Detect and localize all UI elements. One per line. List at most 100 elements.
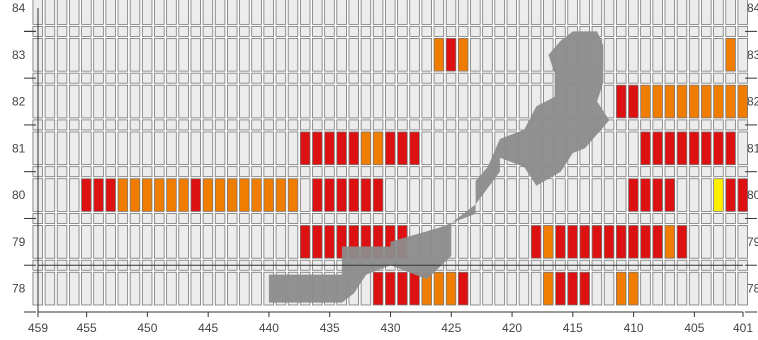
cell-81-454 [93,131,104,166]
cell-84-439 [275,0,287,25]
cell-79-440 [263,225,274,259]
cell-78-458 [44,271,56,306]
sep-cell-83-444 [214,72,226,84]
cell-79-419 [518,225,530,259]
cell-80-442 [239,178,250,212]
cell-83-453 [105,38,116,72]
cell-80-404 [701,178,712,212]
cell-80-456 [68,178,80,212]
sep-cell-81-411 [615,166,627,178]
cell-80-413 [591,178,603,212]
cell-81-444 [214,131,226,166]
cell-83-408 [652,38,663,72]
sep-cell-80-415 [567,213,578,224]
cell-84-419 [518,0,530,25]
sep-cell-84-425 [445,25,457,37]
cell-83-422 [482,38,493,72]
sep-cell-82-452 [117,119,129,131]
sep-cell-84-433 [348,25,360,37]
cell-79-443 [227,225,238,259]
cell-80-451 [129,178,141,212]
cell-79-455 [81,225,92,259]
cell-79-402 [725,225,736,259]
sep-cell-81-430 [385,166,396,178]
cell-84-437 [299,0,311,25]
sep-cell-80-433 [348,213,360,224]
sep-cell-83-441 [251,72,262,84]
cell-82-442 [239,84,250,119]
sep-cell-81-431 [372,166,384,178]
cell-79-434 [336,225,347,259]
cell-83-451 [129,38,141,72]
cell-84-424 [457,0,469,25]
x-tick-label: 440 [259,321,279,335]
cell-80-431 [372,178,384,212]
sep-cell-83-454 [93,72,104,84]
sep-cell-81-413 [591,166,603,178]
sep-cell-84-423 [470,25,481,37]
cell-78-444 [214,271,226,306]
cell-81-446 [190,131,202,166]
sep-cell-84-421 [494,25,505,37]
cell-84-420 [506,0,518,25]
cell-83-421 [494,38,505,72]
sep-cell-84-457 [56,25,68,37]
sep-cell-84-453 [105,25,116,37]
sep-cell-81-450 [141,166,153,178]
cell-83-458 [44,38,56,72]
sep-cell-84-436 [312,25,323,37]
cell-80-444 [214,178,226,212]
cell-82-421 [494,84,505,119]
cell-84-418 [530,0,542,25]
cell-80-419 [518,178,530,212]
cell-82-450 [141,84,153,119]
sep-cell-80-425 [445,213,457,224]
cell-79-444 [214,225,226,259]
cell-81-437 [299,131,311,166]
cell-79-409 [640,225,651,259]
cell-82-444 [214,84,226,119]
cell-81-403 [713,131,724,166]
cell-80-410 [628,178,639,212]
y-tick-label-right: 78 [747,282,758,296]
cell-80-449 [154,178,165,212]
cell-82-439 [275,84,287,119]
cell-83-433 [348,38,360,72]
cell-83-443 [227,38,238,72]
cell-80-445 [202,178,214,212]
sep-cell-82-427 [421,119,432,131]
sep-cell-83-449 [154,72,165,84]
sep-cell-82-408 [652,119,663,131]
sep-cell-84-403 [713,25,724,37]
gray-region [268,31,610,303]
sep-cell-81-444 [214,166,226,178]
cell-78-423 [470,271,481,306]
sep-cell-84-407 [664,25,676,37]
cell-84-404 [701,0,712,25]
sep-cell-82-404 [701,119,712,131]
sep-cell-83-438 [287,72,299,84]
sep-cell-81-449 [154,166,165,178]
cell-82-438 [287,84,299,119]
cell-80-405 [688,178,700,212]
sep-cell-80-412 [603,213,615,224]
sep-cell-82-445 [202,119,214,131]
sep-cell-83-445 [202,72,214,84]
cell-83-406 [676,38,688,72]
sep-cell-82-448 [166,119,177,131]
sep-cell-80-441 [251,213,262,224]
sep-cell-80-403 [713,213,724,224]
cell-83-428 [409,38,420,72]
sep-cell-84-420 [506,25,518,37]
cell-81-447 [178,131,189,166]
cell-84-445 [202,0,214,25]
sep-cell-83-453 [105,72,116,84]
cell-84-438 [287,0,299,25]
cell-82-434 [336,84,347,119]
x-tick-label: 435 [320,321,340,335]
cell-78-453 [105,271,116,306]
cell-83-449 [154,38,165,72]
sep-cell-84-428 [409,25,420,37]
sep-cell-83-456 [68,72,80,84]
cell-81-439 [275,131,287,166]
